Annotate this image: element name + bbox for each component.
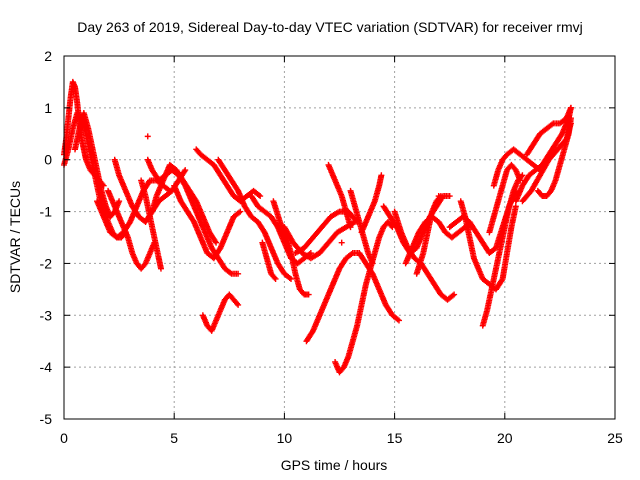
data-point [257, 193, 264, 200]
data-point [272, 275, 279, 282]
y-tick-label: -4 [40, 359, 53, 375]
series-track-15 [259, 239, 279, 282]
series-track-16 [270, 198, 312, 298]
data-point [116, 198, 123, 205]
data-point [396, 317, 403, 324]
series-track-09 [149, 161, 220, 246]
y-tick-label: 0 [44, 152, 52, 168]
plot-frame [63, 55, 616, 420]
series-track-29 [457, 198, 519, 293]
data-point [237, 208, 244, 215]
series-track-11 [193, 146, 264, 205]
data-point [307, 250, 314, 257]
series-track-21 [332, 218, 396, 376]
data-point [338, 239, 345, 246]
data-point [498, 277, 505, 284]
data-point [288, 275, 295, 282]
data-point [517, 177, 524, 184]
series-track-05 [105, 187, 158, 272]
data-point [369, 260, 376, 267]
axis-ticks: 0 5 10 15 20 25 -5 -4 -3 -2 -1 0 1 2 [40, 48, 623, 446]
series-track-23 [358, 172, 385, 236]
data-point [436, 194, 443, 201]
x-tick-label: 15 [387, 430, 403, 446]
data-point [567, 120, 574, 127]
x-axis-label: GPS time / hours [281, 457, 388, 473]
data-point [512, 203, 519, 210]
series-track-19 [303, 250, 403, 345]
series-track-07 [138, 177, 164, 272]
series-track-12 [199, 291, 242, 334]
data-points [61, 78, 574, 376]
series-track-10 [171, 182, 244, 262]
data-point [435, 193, 442, 200]
series-track-22 [347, 187, 376, 267]
series-track-36 [519, 120, 574, 205]
y-tick-label: -3 [40, 307, 53, 323]
series-track-32 [490, 146, 544, 189]
x-tick-label: 10 [277, 430, 293, 446]
series-outliers [144, 133, 442, 246]
data-point [235, 301, 242, 308]
y-tick-label: -1 [40, 204, 53, 220]
data-point [144, 133, 151, 140]
data-point [451, 291, 458, 298]
series-track-25 [391, 208, 458, 303]
series-track-33 [512, 104, 574, 205]
data-point [157, 265, 164, 272]
y-tick-label: 2 [44, 48, 52, 64]
data-point [519, 172, 526, 179]
chart-title: Day 263 of 2019, Sidereal Day-to-day VTE… [77, 19, 582, 35]
x-tick-label: 20 [497, 430, 513, 446]
data-point [305, 291, 312, 298]
data-point [347, 224, 354, 231]
data-point [567, 115, 574, 122]
data-point [378, 172, 385, 179]
y-axis-label: SDTVAR / TECUs [7, 181, 23, 293]
x-tick-label: 25 [607, 430, 623, 446]
series-track-31 [486, 161, 524, 236]
x-tick-label: 5 [170, 430, 178, 446]
data-point [212, 238, 219, 245]
series-track-03 [72, 110, 123, 220]
x-tick-label: 0 [60, 430, 68, 446]
data-point [182, 167, 189, 174]
series-track-20 [325, 161, 354, 231]
data-point [446, 193, 453, 200]
y-tick-label: -5 [40, 411, 53, 427]
series-track-13 [215, 156, 295, 282]
series-track-34 [523, 104, 574, 158]
data-point [181, 168, 188, 175]
y-tick-label: 1 [44, 100, 52, 116]
y-tick-label: -2 [40, 255, 53, 271]
data-point [234, 300, 241, 307]
data-point [271, 274, 278, 281]
data-point [567, 104, 574, 111]
data-point [235, 270, 242, 277]
data-point [213, 239, 220, 246]
series-track-30 [479, 172, 526, 329]
